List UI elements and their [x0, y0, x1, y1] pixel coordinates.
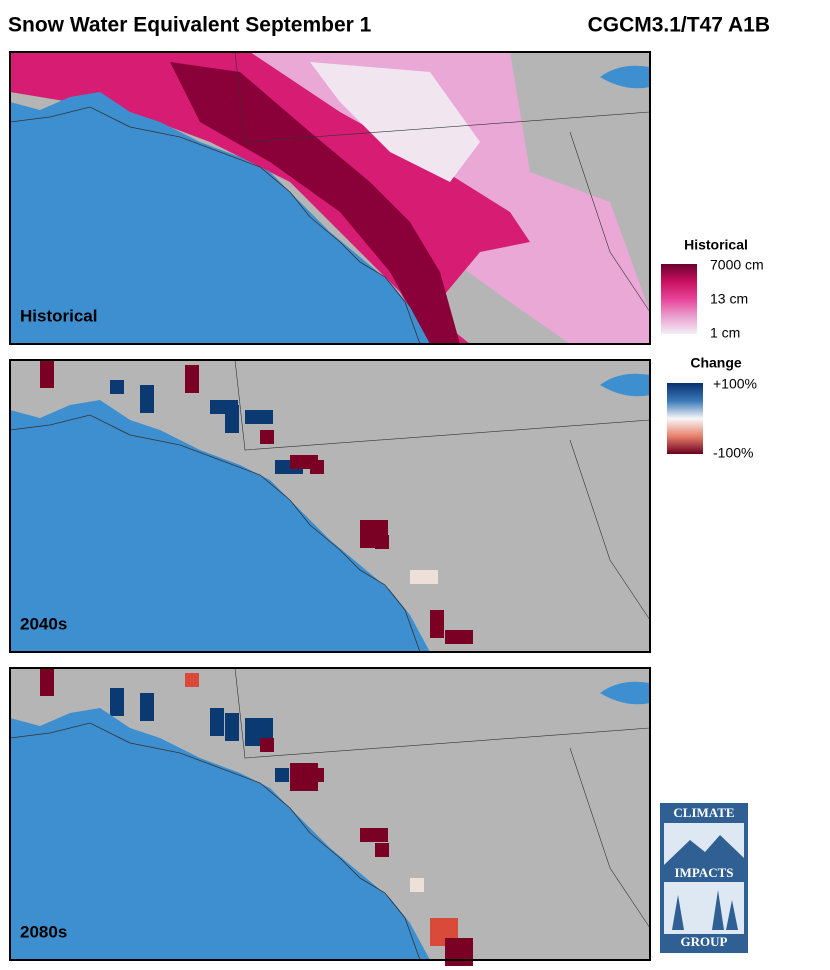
change-cell: [185, 365, 199, 393]
change-cell: [445, 630, 473, 644]
legend-label: -100%: [713, 445, 753, 461]
change-cell: [140, 385, 154, 413]
snow-dark: [170, 62, 460, 344]
ocean: [600, 65, 650, 89]
coastline: [9, 722, 421, 961]
change-cell: [375, 535, 389, 549]
logo-text: CLIMATE: [673, 805, 734, 820]
change-cell: [225, 713, 239, 741]
coastline: [9, 106, 421, 345]
change-cell: [410, 878, 424, 892]
panel-frame: [9, 51, 651, 345]
panel-frame: [9, 667, 651, 961]
snow-pale: [310, 62, 480, 182]
legend-label: 1 cm: [710, 325, 740, 341]
legend-label: 13 cm: [710, 291, 748, 307]
map-panel: 2040s: [9, 359, 651, 653]
ocean: [10, 708, 430, 960]
map-panel: 2080s: [9, 667, 651, 966]
change-cell: [185, 673, 199, 687]
change-cell: [430, 610, 444, 638]
ocean: [10, 400, 430, 652]
change-cell: [260, 430, 274, 444]
change-cell: [225, 405, 239, 433]
border: [234, 359, 651, 621]
panels: Historical 2040s 2080s: [9, 51, 651, 966]
change-cell: [375, 843, 389, 857]
logo-text: GROUP: [681, 934, 728, 949]
change-cell: [360, 828, 388, 842]
change-cell: [410, 570, 438, 584]
model-label: CGCM3.1/T47 A1B: [588, 14, 770, 37]
ocean: [600, 373, 650, 397]
panel-frame: [9, 359, 651, 653]
snow-light: [70, 52, 650, 344]
legend-label: 7000 cm: [710, 257, 764, 273]
logo: CLIMATE IMPACTS GROUP: [660, 803, 748, 953]
change-cell: [245, 410, 273, 424]
change-cell: [260, 738, 274, 752]
map-panel: Historical: [9, 51, 651, 345]
border: [234, 51, 651, 313]
change-cell: [310, 460, 324, 474]
change-cell: [210, 708, 224, 736]
change-cell: [445, 938, 473, 966]
legend-title: Change: [690, 355, 742, 371]
ocean: [600, 681, 650, 705]
logo-text: IMPACTS: [675, 865, 734, 880]
change-cell: [40, 360, 54, 388]
panel-label: 2040s: [20, 614, 67, 633]
change-cell: [110, 688, 124, 716]
change-cell: [275, 768, 289, 782]
change-cell: [140, 693, 154, 721]
legend-gradient: [661, 264, 697, 334]
legend-label: +100%: [713, 376, 757, 392]
title: Snow Water Equivalent September 1: [8, 14, 372, 37]
panel-label: 2080s: [20, 922, 67, 941]
change-cell: [110, 380, 124, 394]
border: [234, 667, 651, 929]
change-cell: [310, 768, 324, 782]
legend-title: Historical: [684, 237, 748, 253]
change-cell: [40, 668, 54, 696]
legend-gradient: [667, 383, 703, 454]
ocean: [10, 92, 430, 344]
panel-label: Historical: [20, 306, 97, 325]
coastline: [9, 414, 421, 653]
